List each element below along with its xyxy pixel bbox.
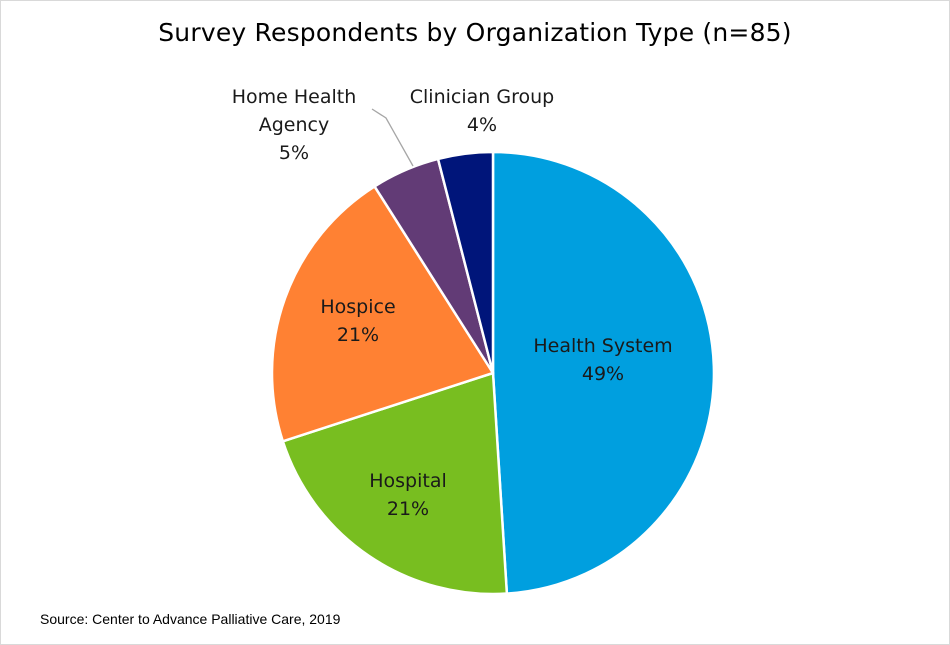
pie-slice-hospice [270,185,495,443]
slice-label-hospice: Hospice 21% [320,296,395,346]
slice-label-hospital: Hospital 21% [369,470,447,520]
slice-percent: 4% [467,114,497,136]
slice-percent: 49% [582,363,624,385]
slice-name-line: Hospice [320,296,395,318]
slice-name-line: Clinician Group [410,86,554,108]
source-note: Source: Center to Advance Palliative Car… [40,611,341,627]
slice-percent: 5% [279,142,309,164]
pie-slices [270,150,716,596]
slice-name-line: Health System [533,335,672,357]
chart-title: Survey Respondents by Organization Type … [158,18,792,47]
slice-name-line: Hospital [369,470,447,492]
leader-line-home-health-agency [371,108,414,167]
pie-slice-hospital [281,371,509,596]
slice-percent: 21% [337,324,379,346]
slice-name-line: Agency [259,114,329,136]
pie-slice-health-system [491,150,716,595]
pie-slice-clinician-group [436,150,495,375]
slice-percent: 21% [387,498,429,520]
slice-label-clinician-group: Clinician Group 4% [410,86,554,136]
slice-label-health-system: Health System 49% [533,335,672,385]
slice-label-home-health-agency: Home Health Agency 5% [232,86,357,164]
slice-name-line: Home Health [232,86,357,108]
